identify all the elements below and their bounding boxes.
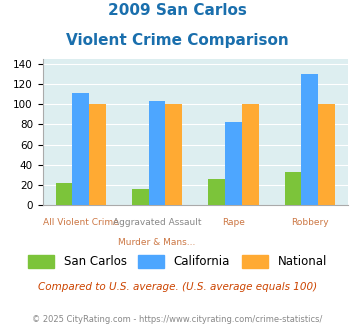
Text: 2009 San Carlos: 2009 San Carlos	[108, 3, 247, 18]
Text: Aggravated Assault: Aggravated Assault	[113, 218, 201, 227]
Bar	[208, 179, 225, 205]
Bar	[89, 105, 106, 205]
Bar	[165, 105, 182, 205]
Text: All Violent Crime: All Violent Crime	[43, 218, 119, 227]
Bar	[225, 122, 242, 205]
Text: © 2025 CityRating.com - https://www.cityrating.com/crime-statistics/: © 2025 CityRating.com - https://www.city…	[32, 315, 323, 324]
Bar	[149, 101, 165, 205]
Text: Rape: Rape	[222, 218, 245, 227]
Bar	[132, 188, 149, 205]
Bar	[285, 172, 301, 205]
Text: Violent Crime Comparison: Violent Crime Comparison	[66, 33, 289, 48]
Text: Murder & Mans...: Murder & Mans...	[119, 238, 196, 247]
Text: Compared to U.S. average. (U.S. average equals 100): Compared to U.S. average. (U.S. average …	[38, 282, 317, 292]
Bar	[56, 182, 72, 205]
Bar	[72, 93, 89, 205]
Bar	[242, 105, 258, 205]
Bar	[301, 75, 318, 205]
Legend: San Carlos, California, National: San Carlos, California, National	[23, 250, 332, 273]
Text: Robbery: Robbery	[291, 218, 328, 227]
Bar	[318, 105, 335, 205]
